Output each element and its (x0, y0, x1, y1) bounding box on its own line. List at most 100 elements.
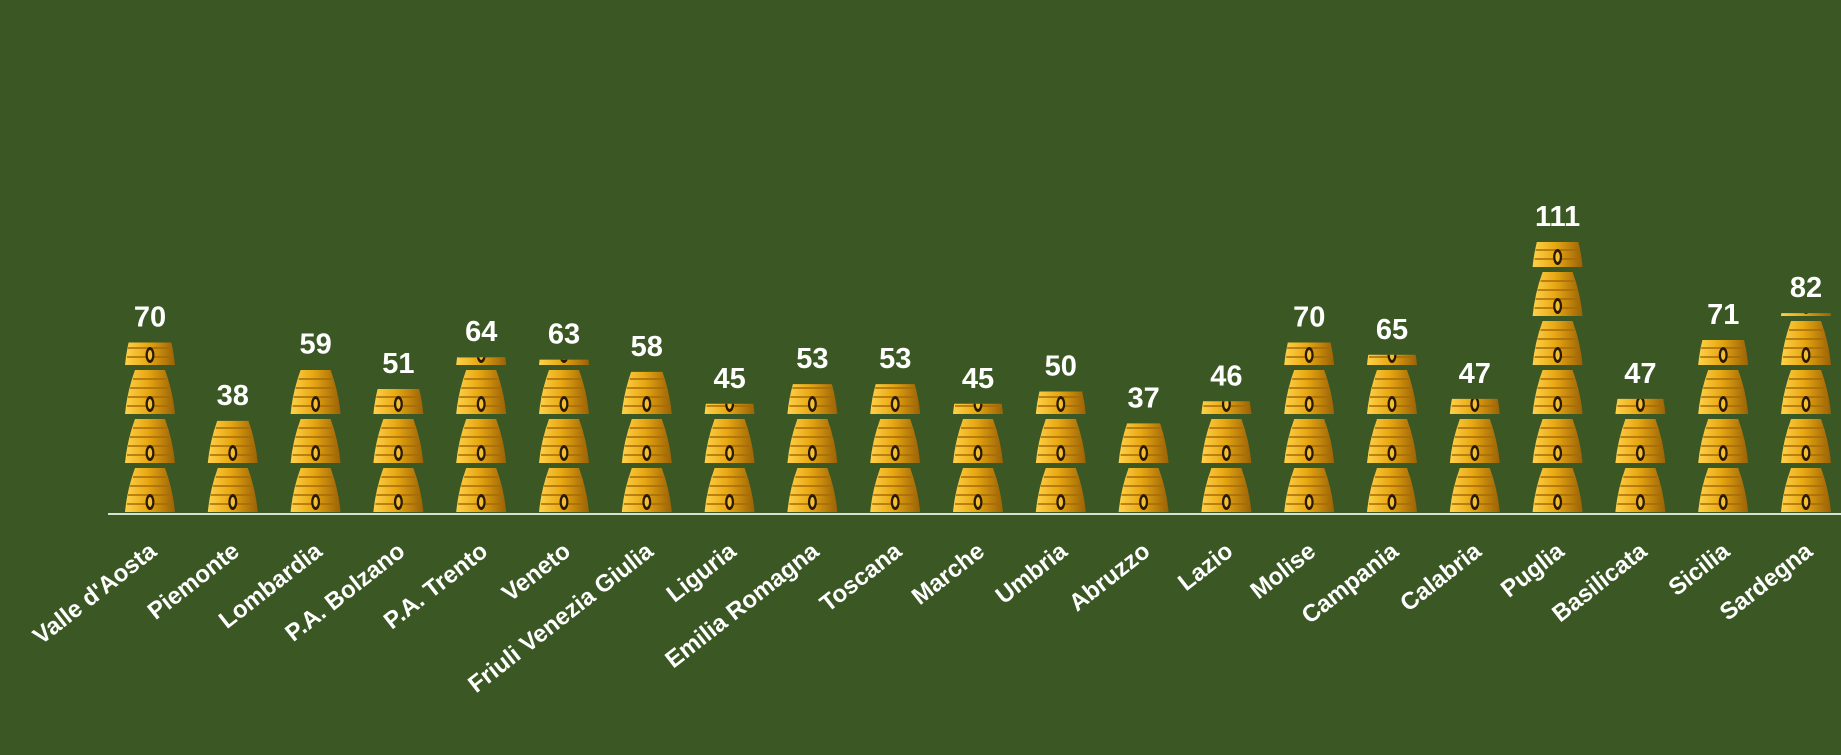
beehive-icon (1366, 467, 1418, 513)
beehive-icon (538, 369, 590, 415)
data-label: 63 (548, 319, 580, 351)
bar-marche: 45 Marche (907, 363, 1004, 610)
data-label: 53 (879, 343, 911, 375)
data-label: 45 (962, 363, 994, 395)
data-label: 70 (1293, 302, 1325, 334)
beehive-icon (1035, 467, 1087, 513)
beehive-icon (1531, 369, 1584, 415)
beehive-icon (289, 369, 342, 415)
bar-umbria: 50 Umbria (991, 351, 1087, 610)
beehive-icon (786, 467, 839, 513)
beehive-icon (124, 467, 176, 513)
beehive-icon (207, 467, 259, 513)
beehive-icon (1531, 467, 1584, 513)
bar-puglia: 111 Puglia (1496, 201, 1584, 603)
beehive-icon (703, 418, 756, 464)
category-label: Abruzzo (1064, 537, 1155, 617)
beehive-icon (869, 467, 922, 513)
category-label: Sardegna (1715, 537, 1818, 626)
category-label: Valle d'Aosta (28, 537, 162, 650)
beehive-icon (1035, 418, 1087, 464)
data-label: 37 (1127, 382, 1159, 414)
data-label: 58 (631, 331, 663, 363)
data-label: 70 (134, 302, 166, 334)
beehive-icon (1283, 467, 1335, 513)
data-label: 53 (796, 343, 828, 375)
beehive-icon (1449, 418, 1501, 464)
beehive-icon (1614, 418, 1667, 464)
beehive-icon (455, 467, 508, 513)
beehive-icon (1697, 467, 1749, 513)
category-label: Puglia (1496, 537, 1570, 603)
beehive-icon (786, 384, 839, 415)
beehive-icon (124, 369, 176, 415)
data-label: 47 (1459, 358, 1491, 390)
beehive-icon (1697, 418, 1749, 464)
data-label: 59 (299, 328, 331, 360)
data-label: 82 (1790, 272, 1822, 304)
beehive-icon (538, 418, 590, 464)
beehive-icon (869, 384, 922, 415)
beehive-icon (1780, 369, 1832, 415)
data-label: 111 (1535, 201, 1580, 233)
beehive-icon (786, 418, 839, 464)
beehive-icon (1531, 271, 1584, 317)
data-label: 65 (1376, 314, 1408, 346)
beehive-icon (207, 420, 259, 464)
beehive-icon (1366, 418, 1418, 464)
beehive-icon (952, 467, 1004, 513)
bar-molise: 70 Molise (1245, 302, 1335, 605)
beehive-icon (1531, 418, 1584, 464)
beehive-icon (620, 418, 673, 464)
data-label: 45 (713, 363, 745, 395)
category-label: Umbria (991, 537, 1073, 610)
data-label: 47 (1624, 358, 1656, 390)
beehive-icon (1449, 467, 1501, 513)
beehive-icon (124, 418, 176, 464)
beehive-icon (1531, 320, 1584, 366)
beehive-icon (703, 467, 756, 513)
beehive-icon (1780, 418, 1832, 464)
beehive-icon (620, 371, 673, 415)
beehive-icon (1780, 320, 1832, 366)
beehive-icon (1283, 418, 1335, 464)
beehive-icon (289, 467, 342, 513)
category-label: Veneto (497, 537, 576, 607)
category-label: Molise (1245, 537, 1320, 604)
beehive-icon (1117, 423, 1170, 464)
bar-veneto: 63 Veneto (497, 319, 590, 607)
beehive-icon (372, 418, 425, 464)
category-label: Calabria (1395, 537, 1487, 617)
beehive-icon (1614, 467, 1667, 513)
beehive-icon (1283, 369, 1335, 415)
category-label: Lazio (1173, 537, 1238, 596)
data-label: 64 (465, 316, 497, 348)
data-label: 38 (217, 380, 249, 412)
beehive-icon (1366, 369, 1418, 415)
beehive-icon (1780, 467, 1832, 513)
beehive-icon (538, 467, 590, 513)
beehive-icon (289, 418, 342, 464)
beehive-icon (869, 418, 922, 464)
beehive-icon (1200, 418, 1253, 464)
category-label: Emilia Romagna (660, 537, 824, 674)
bar-lazio: 46 Lazio (1173, 360, 1253, 596)
bar-sicilia: 71 Sicilia (1664, 299, 1749, 601)
beehive-icon (455, 418, 508, 464)
category-label: Sicilia (1664, 537, 1736, 601)
category-label: Toscana (815, 537, 907, 618)
data-label: 51 (382, 348, 414, 380)
data-label: 71 (1707, 299, 1739, 331)
data-label: 46 (1210, 360, 1242, 392)
beehive-icon (1200, 467, 1253, 513)
beehive-icon (455, 369, 508, 415)
beehive-icon (1697, 369, 1749, 415)
data-label: 50 (1045, 351, 1077, 383)
category-label: Marche (907, 537, 990, 610)
beehive-icon (620, 467, 673, 513)
beehive-icon (372, 467, 425, 513)
beehive-icon (1117, 467, 1170, 513)
